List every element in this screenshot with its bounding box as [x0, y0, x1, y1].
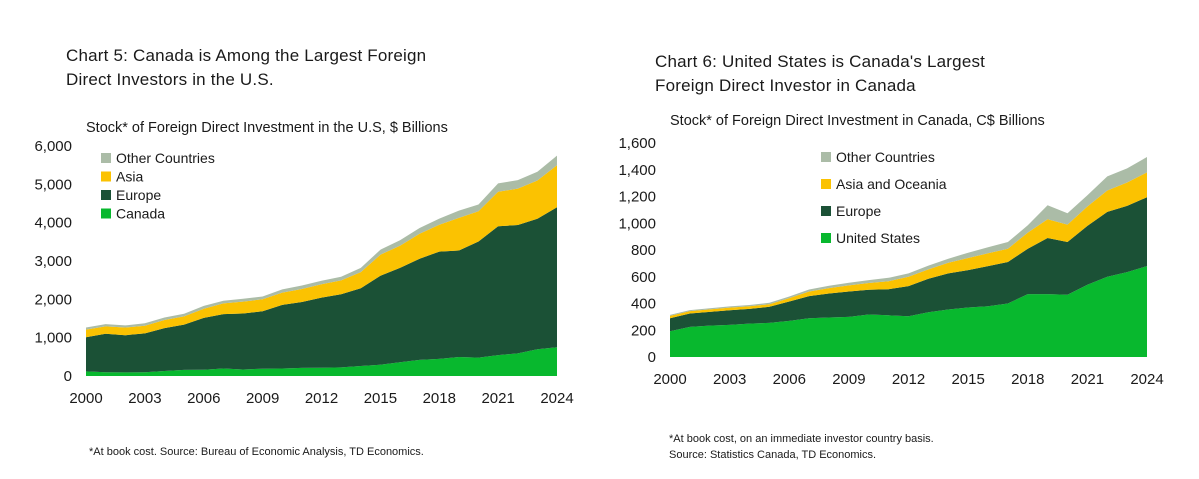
- chart-6-legend-swatch: [821, 152, 831, 162]
- chart-6-x-tick-label: 2021: [1071, 371, 1104, 388]
- chart-5-subtitle: Stock* of Foreign Direct Investment in t…: [86, 120, 448, 136]
- chart-5-y-tick-label: 0: [64, 368, 72, 385]
- chart-5-legend-item-europe: Europe: [101, 187, 161, 203]
- chart-6-legend-label: Other Countries: [836, 149, 935, 165]
- chart-5-x-tick-label: 2021: [481, 390, 514, 407]
- chart-6-x-tick-label: 2015: [951, 371, 984, 388]
- chart-6-x-tick-label: 2009: [832, 371, 865, 388]
- chart-6-note-line-2: Source: Statistics Canada, TD Economics.: [669, 449, 877, 461]
- chart-6-y-tick-label: 600: [631, 269, 656, 286]
- chart-5-legend-swatch: [101, 153, 111, 163]
- chart-6-title-line-1: Chart 6: United States is Canada's Large…: [655, 52, 986, 71]
- chart-6-title: Chart 6: United States is Canada's Large…: [655, 50, 985, 98]
- chart-6-x-tick-label: 2006: [773, 371, 806, 388]
- chart-6-legend-item-other-countries: Other Countries: [821, 149, 935, 165]
- chart-6-y-tick-label: 400: [631, 296, 656, 313]
- chart-5-legend-item-asia: Asia: [101, 169, 143, 185]
- chart-6-title-line-2: Foreign Direct Investor in Canada: [655, 76, 916, 95]
- chart-5-legend-item-other-countries: Other Countries: [101, 150, 215, 166]
- chart-6-legend-swatch: [821, 179, 831, 189]
- chart-6-legend-label: United States: [836, 230, 920, 246]
- chart-6-y-tick-label: 800: [631, 242, 656, 259]
- chart-5-legend-label: Asia: [116, 169, 143, 185]
- chart-6-x-tick-label: 2000: [653, 371, 686, 388]
- chart-6-y-tick-label: 1,600: [618, 135, 656, 152]
- chart-6-y-tick-label: 0: [648, 349, 656, 366]
- chart-6-x-tick-label: 2024: [1130, 371, 1163, 388]
- chart-6-plot: 0 200 400 600 800 1,000 1,200 1,400 1,600 2000 200…: [618, 135, 1163, 388]
- chart-6-legend-swatch: [821, 233, 831, 243]
- chart-5-y-tick-label: 1,000: [34, 330, 72, 347]
- chart-5-source-note: *At book cost. Source: Bureau of Economi…: [89, 444, 424, 460]
- chart-6-legend-item-united-states: United States: [821, 230, 920, 246]
- chart-5-x-tick-label: 2006: [187, 390, 220, 407]
- chart-5-x-tick-label: 2003: [128, 390, 161, 407]
- chart-5-legend-item-canada: Canada: [101, 206, 165, 222]
- chart-5-note-line-1: *At book cost. Source: Bureau of Economi…: [89, 446, 424, 458]
- chart-6-x-tick-label: 2012: [892, 371, 925, 388]
- chart-5-x-tick-label: 2000: [69, 390, 102, 407]
- chart-5-x-tick-label: 2009: [246, 390, 279, 407]
- chart-5-y-tick-label: 6,000: [34, 138, 72, 155]
- chart-6-legend-item-asia-and-oceania: Asia and Oceania: [821, 176, 947, 192]
- chart-5-y-tick-label: 4,000: [34, 215, 72, 232]
- chart-5-plot: 0 1,000 2,000 3,000 4,000 5,000 6,000 2000 2003 2…: [34, 138, 573, 407]
- chart-5-x-tick-label: 2018: [423, 390, 456, 407]
- chart-5-title-line-1: Chart 5: Canada is Among the Largest For…: [66, 46, 427, 65]
- chart-6-area-europe: [670, 197, 1147, 332]
- chart-5-y-tick-label: 2,000: [34, 291, 72, 308]
- chart-5-x-tick-label: 2015: [364, 390, 397, 407]
- chart-5-x-tick-label: 2024: [540, 390, 573, 407]
- chart-5-area-europe: [86, 207, 557, 373]
- chart-5-legend-label: Europe: [116, 187, 161, 203]
- chart-5-x-tick-label: 2012: [305, 390, 338, 407]
- chart-6-y-tick-label: 1,200: [618, 189, 656, 206]
- chart-6-legend-item-europe: Europe: [821, 203, 881, 219]
- chart-6-panel: Chart 6: United States is Canada's Large…: [600, 0, 1199, 479]
- chart-6-subtitle: Stock* of Foreign Direct Investment in C…: [670, 113, 1045, 129]
- chart-5-y-tick-label: 3,000: [34, 253, 72, 270]
- chart-5-areas: [86, 155, 557, 376]
- chart-5-panel: Chart 5: Canada is Among the Largest For…: [34, 44, 573, 460]
- chart-6-legend-label: Europe: [836, 203, 881, 219]
- chart-6-y-tick-label: 1,000: [618, 215, 656, 232]
- chart-6-source-note: *At book cost, on an immediate investor …: [669, 431, 934, 463]
- chart-5-legend-swatch: [101, 208, 111, 219]
- chart-6-y-tick-label: 1,400: [618, 162, 656, 179]
- chart-6-legend-label: Asia and Oceania: [836, 176, 947, 192]
- chart-5-legend-swatch: [101, 171, 111, 182]
- chart-6-note-line-1: *At book cost, on an immediate investor …: [669, 433, 934, 445]
- chart-5-area-canada: [86, 347, 557, 376]
- chart-5-legend-swatch: [101, 190, 111, 200]
- chart-6-legend-swatch: [821, 206, 831, 216]
- chart-6-y-tick-label: 200: [631, 322, 656, 339]
- chart-5-legend-label: Other Countries: [116, 150, 215, 166]
- chart-6-area-united-states: [670, 266, 1147, 357]
- chart-5-title: Chart 5: Canada is Among the Largest For…: [66, 44, 426, 92]
- chart-5-y-tick-label: 5,000: [34, 176, 72, 193]
- chart-6-x-tick-label: 2018: [1011, 371, 1044, 388]
- chart-6-x-tick-label: 2003: [713, 371, 746, 388]
- chart-6-areas: [670, 157, 1147, 357]
- chart-5-legend-label: Canada: [116, 206, 165, 222]
- chart-5-title-line-2: Direct Investors in the U.S.: [66, 70, 274, 89]
